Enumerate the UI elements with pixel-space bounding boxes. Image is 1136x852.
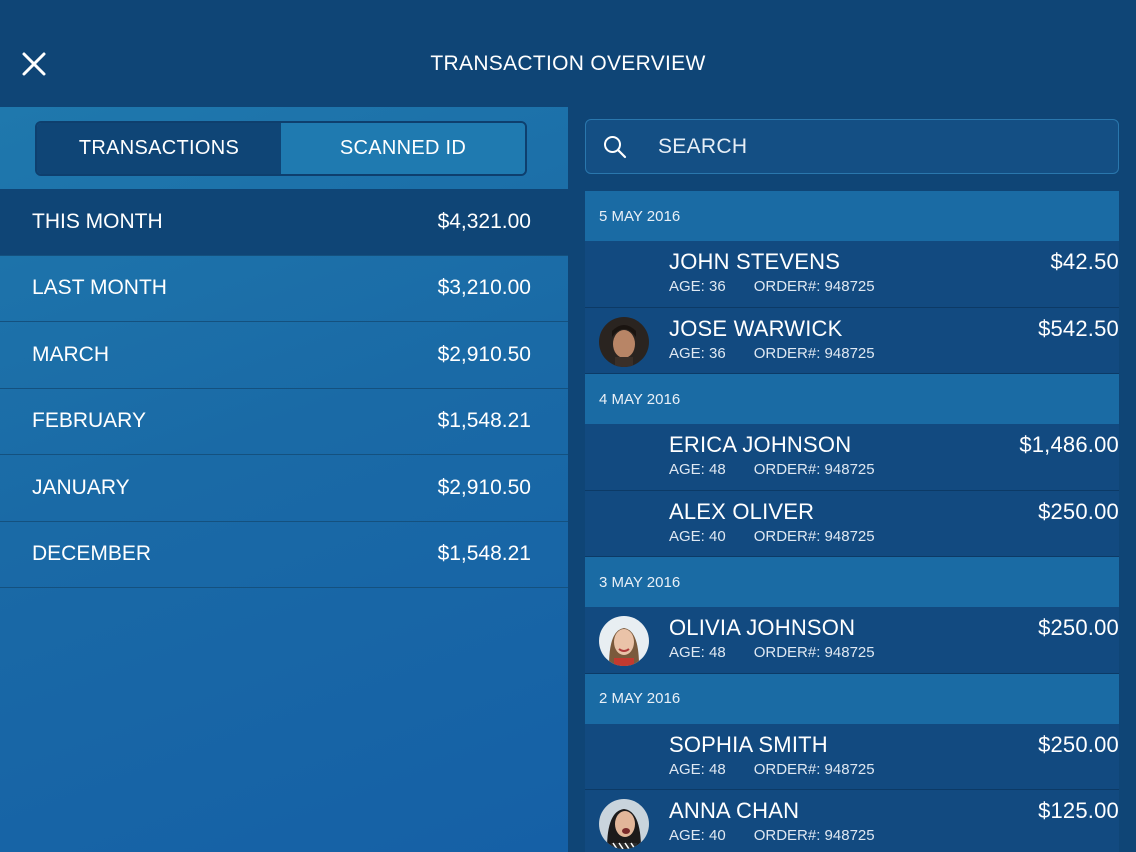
transaction-list: 5 MAY 2016 JOHN STEVENS AGE: 36 ORDER#: 9… <box>585 191 1119 852</box>
transaction-row[interactable]: ALEX OLIVER AGE: 40 ORDER#: 948725 $250.0… <box>585 490 1119 557</box>
transaction-amount: $1,486.00 <box>1019 432 1119 457</box>
customer-name: ERICA JOHNSON <box>669 432 852 457</box>
transaction-meta: AGE: 40 ORDER#: 948725 <box>669 528 875 545</box>
close-icon[interactable] <box>18 48 50 80</box>
transaction-row[interactable]: ERICA JOHNSON AGE: 48 ORDER#: 948725 $1,4… <box>585 424 1119 491</box>
search-icon <box>604 135 627 158</box>
customer-name: OLIVIA JOHNSON <box>669 615 856 640</box>
customer-name: SOPHIA SMITH <box>669 731 828 757</box>
date-header: 5 MAY 2016 <box>585 191 1119 241</box>
month-amount: $3,210.00 <box>437 276 531 300</box>
month-row[interactable]: FEBRUARY $1,548.21 <box>0 389 568 455</box>
customer-age: AGE: 48 <box>669 644 726 661</box>
customer-name: JOHN STEVENS <box>669 249 841 274</box>
order-number: ORDER#: 948725 <box>753 827 875 844</box>
search-placeholder: SEARCH <box>658 134 748 158</box>
transaction-amount: $250.00 <box>1038 615 1119 640</box>
transaction-meta: AGE: 48 ORDER#: 948725 <box>669 644 875 661</box>
transaction-amount: $542.50 <box>1038 315 1119 341</box>
month-row[interactable]: THIS MONTH $4,321.00 <box>0 189 568 256</box>
customer-age: AGE: 48 <box>669 461 726 478</box>
month-row[interactable]: MARCH $2,910.50 <box>0 322 568 389</box>
transaction-amount: $125.00 <box>1038 798 1119 823</box>
customer-age: AGE: 36 <box>669 344 726 362</box>
date-header: 2 MAY 2016 <box>585 673 1119 724</box>
summary-panel: TRANSACTIONS SCANNED ID THIS MONTH $4,32… <box>0 107 568 852</box>
month-amount: $2,910.50 <box>437 475 531 499</box>
month-label: JANUARY <box>32 475 130 499</box>
page-title: TRANSACTION OVERVIEW <box>430 52 706 75</box>
month-row[interactable]: DECEMBER $1,548.21 <box>0 522 568 588</box>
month-label: THIS MONTH <box>32 209 163 233</box>
month-list: THIS MONTH $4,321.00 LAST MONTH $3,210.0… <box>0 189 568 588</box>
transaction-amount: $250.00 <box>1038 731 1119 757</box>
transaction-row[interactable]: JOHN STEVENS AGE: 36 ORDER#: 948725 $42.5… <box>585 241 1119 308</box>
transactions-panel: SEARCH 5 MAY 2016 JOHN STEVENS AGE: 36 OR… <box>568 107 1136 852</box>
transaction-amount: $42.50 <box>1050 249 1119 274</box>
transaction-row[interactable]: ANNA CHAN AGE: 40 ORDER#: 948725 $125.00 <box>585 790 1119 852</box>
month-amount: $1,548.21 <box>437 409 531 433</box>
month-amount: $1,548.21 <box>437 542 531 566</box>
customer-name: ANNA CHAN <box>669 798 800 823</box>
customer-age: AGE: 40 <box>669 527 726 545</box>
month-label: LAST MONTH <box>32 276 167 300</box>
order-number: ORDER#: 948725 <box>753 527 875 545</box>
transaction-row[interactable]: SOPHIA SMITH AGE: 48 ORDER#: 948725 $250.… <box>585 723 1119 790</box>
customer-age: AGE: 40 <box>669 827 726 844</box>
customer-name: JOSE WARWICK <box>669 315 843 341</box>
date-header: 4 MAY 2016 <box>585 374 1119 424</box>
customer-name: ALEX OLIVER <box>669 498 815 524</box>
transaction-meta: AGE: 40 ORDER#: 948725 <box>669 827 875 844</box>
transaction-meta: AGE: 48 ORDER#: 948725 <box>669 761 875 778</box>
month-amount: $2,910.50 <box>437 342 531 366</box>
segmented-control: TRANSACTIONS SCANNED ID <box>35 121 527 176</box>
transaction-meta: AGE: 36 ORDER#: 948725 <box>669 345 875 362</box>
month-label: FEBRUARY <box>32 409 146 433</box>
search-input[interactable]: SEARCH <box>585 119 1119 174</box>
transaction-amount: $250.00 <box>1038 498 1119 524</box>
order-number: ORDER#: 948725 <box>753 344 875 362</box>
month-label: MARCH <box>32 342 109 366</box>
avatar <box>599 799 649 849</box>
order-number: ORDER#: 948725 <box>753 644 875 661</box>
order-number: ORDER#: 948725 <box>753 760 875 778</box>
month-row[interactable]: LAST MONTH $3,210.00 <box>0 256 568 322</box>
order-number: ORDER#: 948725 <box>753 278 875 295</box>
transaction-meta: AGE: 36 ORDER#: 948725 <box>669 278 875 295</box>
avatar <box>599 616 649 666</box>
tab-scanned-id[interactable]: SCANNED ID <box>281 123 525 174</box>
customer-age: AGE: 48 <box>669 760 726 778</box>
transaction-meta: AGE: 48 ORDER#: 948725 <box>669 461 875 478</box>
transaction-row[interactable]: OLIVIA JOHNSON AGE: 48 ORDER#: 948725 $25… <box>585 607 1119 674</box>
month-row[interactable]: JANUARY $2,910.50 <box>0 455 568 522</box>
month-amount: $4,321.00 <box>437 209 531 233</box>
avatar <box>599 316 649 367</box>
transaction-row[interactable]: JOSE WARWICK AGE: 36 ORDER#: 948725 $542.… <box>585 307 1119 374</box>
header-bar: TRANSACTION OVERVIEW <box>0 0 1136 107</box>
order-number: ORDER#: 948725 <box>753 461 875 478</box>
customer-age: AGE: 36 <box>669 278 726 295</box>
month-label: DECEMBER <box>32 542 152 566</box>
tab-transactions[interactable]: TRANSACTIONS <box>37 123 281 174</box>
date-header: 3 MAY 2016 <box>585 557 1119 607</box>
